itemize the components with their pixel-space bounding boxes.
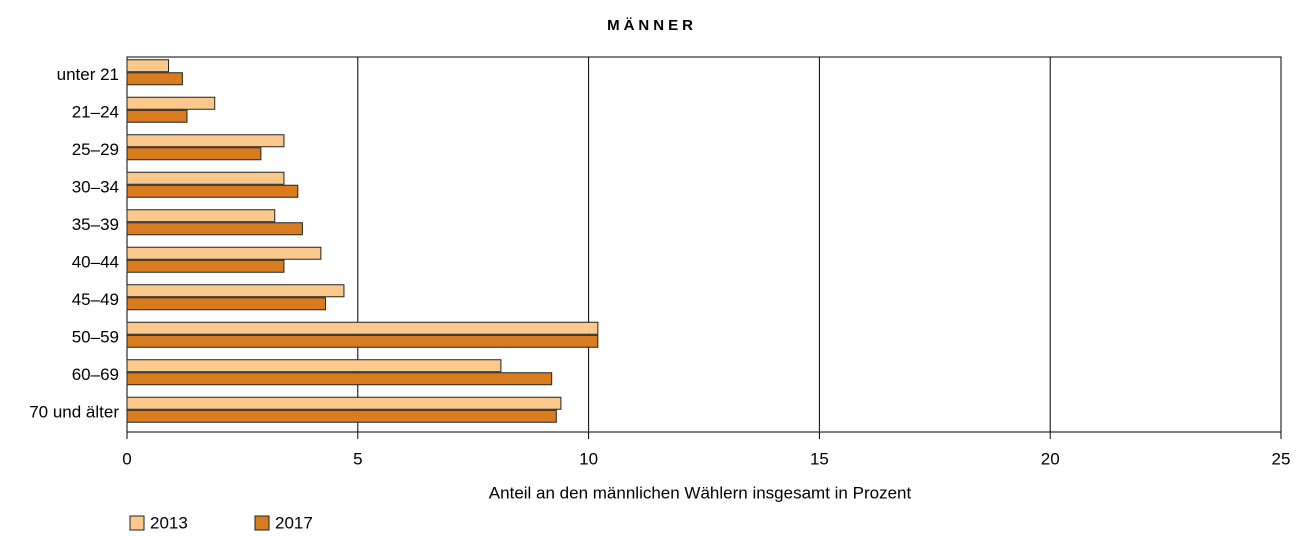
x-tick-label: 15 [810, 449, 829, 468]
y-tick-label: 50–59 [72, 328, 119, 347]
x-tick-label: 20 [1041, 449, 1060, 468]
bar [126, 59, 170, 73]
bar [126, 134, 285, 148]
y-tick-label: 70 und älter [29, 403, 119, 422]
chart-title: MÄNNER [607, 17, 697, 34]
bar [126, 321, 599, 335]
bar [126, 284, 345, 298]
legend-swatch [254, 515, 270, 531]
bar [126, 372, 553, 386]
y-tick-label: 40–44 [72, 253, 119, 272]
bar [126, 109, 188, 123]
bar [126, 334, 599, 348]
bar [126, 184, 299, 198]
legend-swatch [129, 515, 145, 531]
x-tick-label: 10 [579, 449, 598, 468]
bar [126, 171, 285, 185]
x-tick-label: 25 [1272, 449, 1291, 468]
y-tick-label: 25–29 [72, 140, 119, 159]
bar [126, 209, 276, 223]
y-tick-label: 45–49 [72, 290, 119, 309]
x-tick-label: 5 [353, 449, 362, 468]
bar [126, 222, 303, 236]
bar [126, 297, 326, 311]
bar [126, 396, 562, 410]
bar [126, 359, 502, 373]
legend-label: 2013 [150, 513, 188, 532]
bar [126, 259, 285, 273]
x-tick-label: 0 [122, 449, 131, 468]
y-tick-label: 30–34 [72, 178, 119, 197]
bar [126, 72, 183, 86]
bar [126, 147, 262, 161]
plot-frame [126, 56, 1282, 433]
y-tick-label: unter 21 [57, 65, 119, 84]
bar [126, 409, 557, 423]
legend-label: 2017 [275, 513, 313, 532]
bar [126, 246, 322, 260]
y-tick-label: 60–69 [72, 365, 119, 384]
bar [126, 96, 216, 110]
x-axis-label: Anteil an den männlichen Wählern insgesa… [489, 483, 912, 502]
y-tick-label: 21–24 [72, 103, 119, 122]
y-tick-label: 35–39 [72, 215, 119, 234]
